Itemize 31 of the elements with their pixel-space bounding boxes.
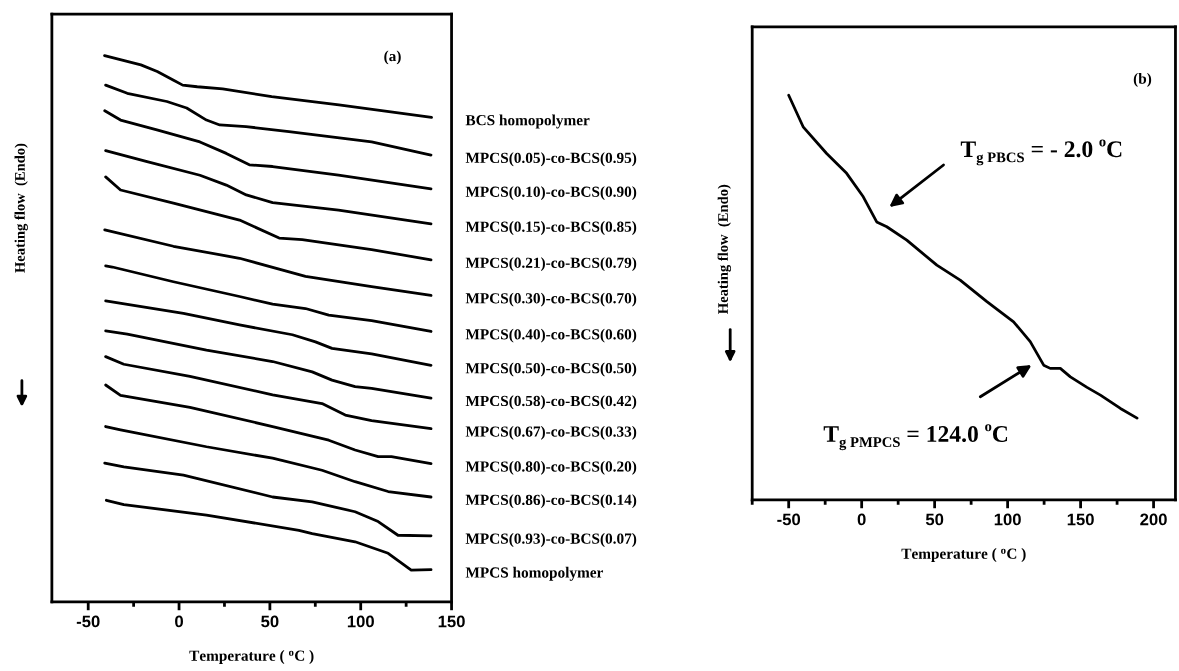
y-axis-title: Heating flow (Endo)	[14, 143, 28, 273]
text: MPCS(0.10)-co-BCS(0.90)	[465, 186, 637, 200]
x-tick-label: 50	[925, 513, 944, 526]
annotation: (a)	[384, 50, 401, 65]
x-tick-label: 150	[1067, 513, 1094, 526]
y-axis-title: Heating flow (Endo)	[717, 184, 732, 314]
x-tick-label: 200	[1140, 513, 1167, 526]
text: MPCS(0.15)-co-BCS(0.85)	[465, 221, 637, 235]
x-axis-title: Temperature ( $^{o}$C )	[189, 650, 314, 664]
text: (b)	[1133, 73, 1152, 87]
x-tick-label: 0	[175, 615, 183, 628]
x-axis-title: Temperature ( $^{o}$C )	[901, 548, 1026, 562]
text: MPCS(0.21)-co-BCS(0.79)	[465, 257, 637, 272]
text: BCS homopolymer	[465, 114, 590, 129]
text: MPCS(0.30)-co-BCS(0.70)	[465, 292, 637, 307]
x-tick-label: 150	[438, 615, 465, 628]
x-tick-label: 100	[347, 615, 374, 628]
text: MPCS(0.67)-co-BCS(0.33)	[465, 425, 637, 440]
x-tick-label: 50	[261, 615, 279, 628]
text: MPCS(0.50)-co-BCS(0.50)	[465, 362, 637, 377]
x-tick-label: -50	[76, 615, 100, 628]
text: MPCS homopolymer	[465, 566, 604, 581]
text: MPCS(0.58)-co-BCS(0.42)	[465, 395, 637, 410]
x-tick-label: 100	[994, 513, 1021, 526]
text: MPCS(0.80)-co-BCS(0.20)	[465, 460, 637, 475]
text: MPCS(0.86)-co-BCS(0.14)	[465, 494, 637, 509]
x-tick-label: 0	[857, 513, 866, 526]
text: MPCS(0.40)-co-BCS(0.60)	[465, 328, 637, 343]
text: MPCS(0.05)-co-BCS(0.95)	[465, 152, 637, 167]
text: MPCS(0.93)-co-BCS(0.07)	[465, 533, 637, 547]
x-tick-label: -50	[777, 513, 801, 526]
